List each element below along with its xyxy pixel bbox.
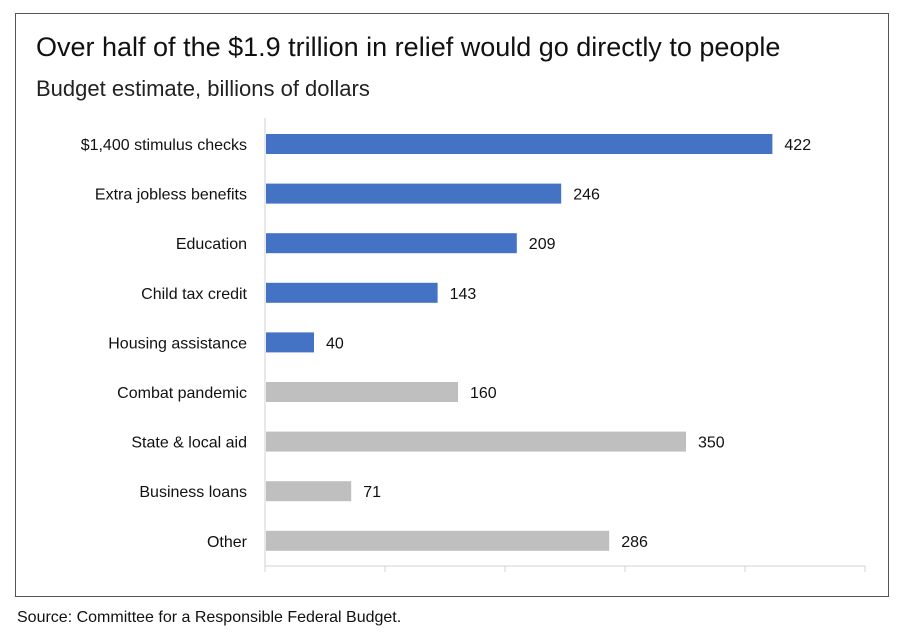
source-note: Source: Committee for a Responsible Fede… xyxy=(17,609,402,626)
category-label: Housing assistance xyxy=(108,335,247,352)
data-label: 209 xyxy=(529,236,556,253)
category-label: Extra jobless benefits xyxy=(95,187,247,204)
bar xyxy=(266,431,686,452)
bar xyxy=(266,282,438,303)
category-label: State & local aid xyxy=(131,435,247,452)
bar xyxy=(266,183,562,204)
bar xyxy=(266,382,458,402)
bar xyxy=(266,332,314,353)
bar xyxy=(266,233,517,254)
category-label: Child tax credit xyxy=(141,286,247,303)
bar xyxy=(266,481,352,502)
data-label: 422 xyxy=(784,137,811,154)
category-label: $1,400 stimulus checks xyxy=(81,137,247,154)
category-label: Other xyxy=(207,534,248,551)
data-label: 160 xyxy=(470,385,497,402)
data-label: 71 xyxy=(363,484,381,501)
category-label: Business loans xyxy=(139,484,247,501)
data-label: 143 xyxy=(450,286,477,303)
category-label: Education xyxy=(176,236,247,253)
chart-title: Over half of the $1.9 trillion in relief… xyxy=(36,32,781,62)
chart-frame xyxy=(15,13,889,597)
chart-subtitle: Budget estimate, billions of dollars xyxy=(36,76,370,101)
data-label: 350 xyxy=(698,435,725,452)
category-label: Combat pandemic xyxy=(117,385,247,402)
data-label: 286 xyxy=(621,534,648,551)
data-label: 246 xyxy=(573,187,600,204)
bar xyxy=(266,134,773,154)
data-label: 40 xyxy=(326,335,344,352)
bar xyxy=(266,530,610,551)
